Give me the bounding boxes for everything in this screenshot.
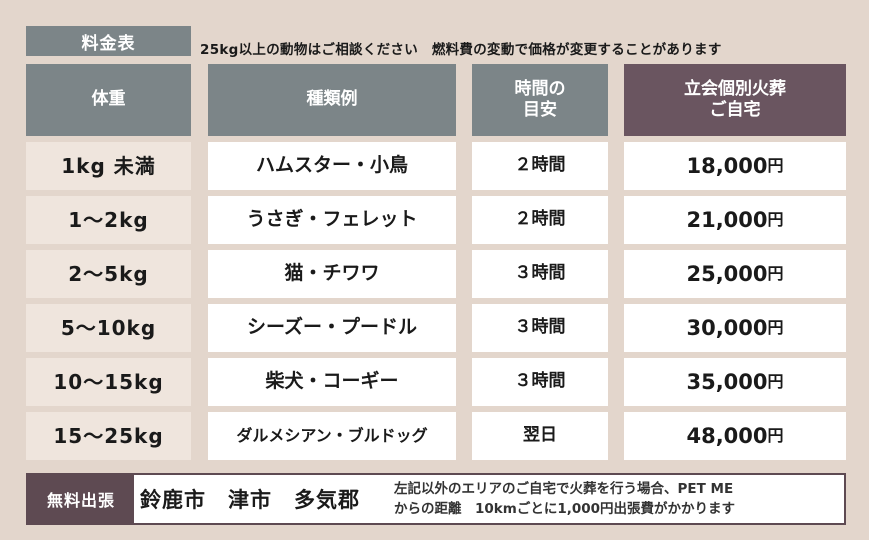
price-cell: 48,000 円	[624, 412, 846, 460]
kind-cell: シーズー・プードル	[208, 304, 456, 352]
yen-unit: 円	[767, 318, 784, 337]
kind-cell: うさぎ・フェレット	[208, 196, 456, 244]
yen-unit: 円	[767, 156, 784, 175]
header-weight: 体重	[26, 64, 191, 136]
yen-unit: 円	[767, 372, 784, 391]
time-cell: ２時間	[472, 196, 608, 244]
service-areas: 鈴鹿市 津市 多気郡	[140, 488, 360, 512]
header-price-line2: ご自宅	[709, 100, 761, 120]
header-time-line2: 目安	[523, 100, 557, 120]
header-time-line1: 時間の	[514, 78, 566, 99]
travel-fee-note-line1: 左記以外のエリアのご自宅で火葬を行う場合、PET ME	[394, 481, 734, 497]
weight-cell: 10～15kg	[26, 358, 191, 406]
time-cell: ２時間	[472, 142, 608, 190]
kind-cell: ダルメシアン・ブルドッグ	[208, 412, 456, 460]
weight-cell: 15～25kg	[26, 412, 191, 460]
travel-fee-note: 左記以外のエリアのご自宅で火葬を行う場合、PET ME からの距離 10kmごと…	[394, 479, 844, 521]
time-cell: ３時間	[472, 250, 608, 298]
kind-cell: ハムスター・小鳥	[208, 142, 456, 190]
weight-cell: 1kg 未満	[26, 142, 191, 190]
weight-cell: 5～10kg	[26, 304, 191, 352]
weight-cell: 1～2kg	[26, 196, 191, 244]
kind-cell: 猫・チワワ	[208, 250, 456, 298]
header-price-line1: 立会個別火葬	[684, 78, 786, 99]
free-visit-banner: 無料出張 鈴鹿市 津市 多気郡 左記以外のエリアのご自宅で火葬を行う場合、PET…	[26, 473, 846, 525]
time-cell: ３時間	[472, 358, 608, 406]
free-visit-label: 無料出張	[28, 475, 134, 523]
notice-text: 25kg以上の動物はご相談ください 燃料費の変動で価格が変更することがあります	[200, 42, 722, 58]
yen-unit: 円	[767, 426, 784, 445]
weight-cell: 2～5kg	[26, 250, 191, 298]
header-price: 立会個別火葬 ご自宅	[624, 64, 846, 136]
yen-unit: 円	[767, 264, 784, 283]
price-cell: 25,000 円	[624, 250, 846, 298]
price-value: 35,000	[686, 369, 768, 394]
price-value: 48,000	[686, 423, 768, 448]
price-cell: 18,000 円	[624, 142, 846, 190]
header-kind: 種類例	[208, 64, 456, 136]
price-cell: 35,000 円	[624, 358, 846, 406]
header-time: 時間の 目安	[472, 64, 608, 136]
price-value: 21,000	[686, 207, 768, 232]
price-value: 30,000	[686, 315, 768, 340]
price-cell: 21,000 円	[624, 196, 846, 244]
price-value: 25,000	[686, 261, 768, 286]
time-cell: 翌日	[472, 412, 608, 460]
price-value: 18,000	[686, 153, 768, 178]
kind-cell: 柴犬・コーギー	[208, 358, 456, 406]
price-cell: 30,000 円	[624, 304, 846, 352]
yen-unit: 円	[767, 210, 784, 229]
time-cell: ３時間	[472, 304, 608, 352]
price-list-tag: 料金表	[26, 26, 191, 56]
travel-fee-note-line2: からの距離 10kmごとに1,000円出張費がかかります	[394, 501, 736, 517]
